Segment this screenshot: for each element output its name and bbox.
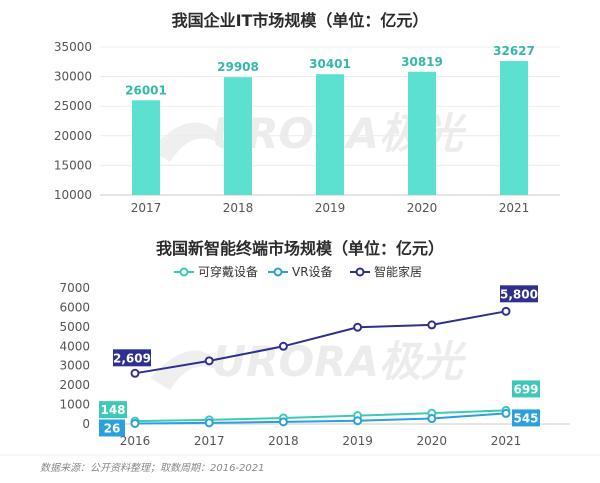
callout-box-2 bbox=[99, 401, 127, 419]
line-chart-title: 我国新智能终端市场规模（单位：亿元） bbox=[156, 239, 444, 258]
bar-chart-title: 我国企业IT市场规模（单位：亿元） bbox=[172, 11, 429, 30]
series-point-2-2020 bbox=[427, 320, 437, 330]
bar-2018 bbox=[224, 77, 252, 195]
bar-2020 bbox=[408, 71, 436, 195]
bar-x-tick-label: 2019 bbox=[315, 201, 346, 215]
callout-box-4 bbox=[99, 419, 125, 437]
series-point-1-2020 bbox=[427, 414, 437, 424]
series-point-2-2016 bbox=[130, 368, 140, 378]
bar-y-tick-label: 20000 bbox=[54, 129, 92, 143]
line-x-tick-label: 2019 bbox=[342, 434, 373, 448]
bar-data-label: 30401 bbox=[309, 57, 351, 71]
line-y-tick-label: 5000 bbox=[59, 320, 90, 334]
line-chart-x-axis: 2016 2017 2018 2019 2020 2021 bbox=[98, 423, 570, 448]
callout-label-0: 2,609 bbox=[113, 351, 151, 365]
legend-label-2: 智能家居 bbox=[374, 264, 422, 279]
bar-x-tick-label: 2021 bbox=[499, 201, 530, 215]
line-y-tick-label: 4000 bbox=[59, 339, 90, 353]
line-x-tick-label: 2021 bbox=[491, 434, 522, 448]
series-line-0 bbox=[134, 409, 507, 423]
callout-label-3: 699 bbox=[513, 382, 538, 396]
line-x-tick-label: 2017 bbox=[194, 434, 225, 448]
series-point-2-2019 bbox=[353, 322, 363, 332]
bar-x-tick-label: 2020 bbox=[407, 201, 438, 215]
bar-data-label: 29908 bbox=[217, 60, 259, 74]
bar-data-label: 30819 bbox=[401, 55, 443, 69]
bar-data-label: 26001 bbox=[125, 83, 167, 97]
line-y-tick-label: 1000 bbox=[59, 398, 90, 412]
line-chart-legend: 可穿戴设备 VR设备 智能家居 bbox=[174, 264, 422, 279]
legend-label-0: 可穿戴设备 bbox=[198, 264, 258, 279]
line-y-tick-label: 2000 bbox=[59, 378, 90, 392]
callout-label-4: 26 bbox=[104, 421, 121, 435]
line-x-tick-label: 2020 bbox=[417, 434, 448, 448]
line-x-tick-label: 2018 bbox=[268, 434, 299, 448]
line-y-tick-label: 0 bbox=[82, 417, 90, 431]
series-point-1-2017 bbox=[204, 418, 214, 428]
bar-x-tick-label: 2018 bbox=[223, 201, 254, 215]
series-line-1 bbox=[134, 412, 507, 425]
series-point-1-2019 bbox=[353, 416, 363, 426]
bar-data-label: 32627 bbox=[493, 44, 535, 58]
callout-label-1: 5,800 bbox=[500, 287, 538, 301]
series-point-1-2016 bbox=[130, 418, 140, 428]
series-line-2 bbox=[134, 310, 507, 375]
line-chart-callouts: 2,609 5,800 148 699 26 545 bbox=[99, 285, 540, 437]
series-point-2-2018 bbox=[278, 341, 288, 351]
callout-label-2: 148 bbox=[100, 403, 125, 417]
line-x-tick-label: 2016 bbox=[120, 434, 151, 448]
bar-chart-data-labels: 26001 29908 30401 30819 32627 bbox=[125, 44, 535, 97]
callout-box-1 bbox=[500, 285, 538, 303]
data-source-note: 数据来源：公开资料整理；取数周期：2016-2021 bbox=[40, 462, 265, 474]
bar-y-tick-label: 25000 bbox=[54, 99, 92, 113]
series-point-2-2017 bbox=[204, 356, 214, 366]
series-point-2-2021 bbox=[501, 306, 511, 316]
callout-box-0 bbox=[113, 349, 151, 367]
legend-marker-2 bbox=[355, 267, 365, 277]
watermark-swoosh-icon bbox=[150, 122, 230, 162]
series-point-1-2021 bbox=[501, 408, 511, 418]
bar-chart-bars bbox=[132, 61, 528, 196]
bar-y-tick-label: 15000 bbox=[54, 158, 92, 172]
callout-box-3 bbox=[512, 380, 540, 398]
bar-chart-y-axis: 10000 15000 20000 25000 30000 35000 bbox=[54, 40, 92, 202]
bar-chart-x-axis: 2017 2018 2019 2020 2021 bbox=[131, 201, 530, 215]
line-y-tick-label: 6000 bbox=[59, 300, 90, 314]
callout-box-5 bbox=[512, 409, 540, 427]
legend-label-1: VR设备 bbox=[292, 265, 333, 279]
bar-x-tick-label: 2017 bbox=[131, 201, 162, 215]
bar-2019 bbox=[316, 74, 344, 195]
watermark-text: URORA极光 bbox=[212, 337, 467, 386]
series-point-1-2018 bbox=[278, 417, 288, 427]
line-chart-series bbox=[130, 306, 511, 428]
legend-marker-1 bbox=[273, 267, 283, 277]
bar-2021 bbox=[500, 61, 528, 196]
callout-label-5: 545 bbox=[513, 411, 538, 425]
line-chart-y-axis: 0 1000 2000 3000 4000 5000 6000 7000 bbox=[59, 281, 90, 431]
bar-2017 bbox=[132, 100, 160, 195]
bar-y-tick-label: 10000 bbox=[54, 188, 92, 202]
legend-marker-0 bbox=[179, 267, 189, 277]
line-y-tick-label: 7000 bbox=[59, 281, 90, 295]
bar-y-tick-label: 30000 bbox=[54, 70, 92, 84]
line-y-tick-label: 3000 bbox=[59, 359, 90, 373]
bar-y-tick-label: 35000 bbox=[54, 40, 92, 54]
